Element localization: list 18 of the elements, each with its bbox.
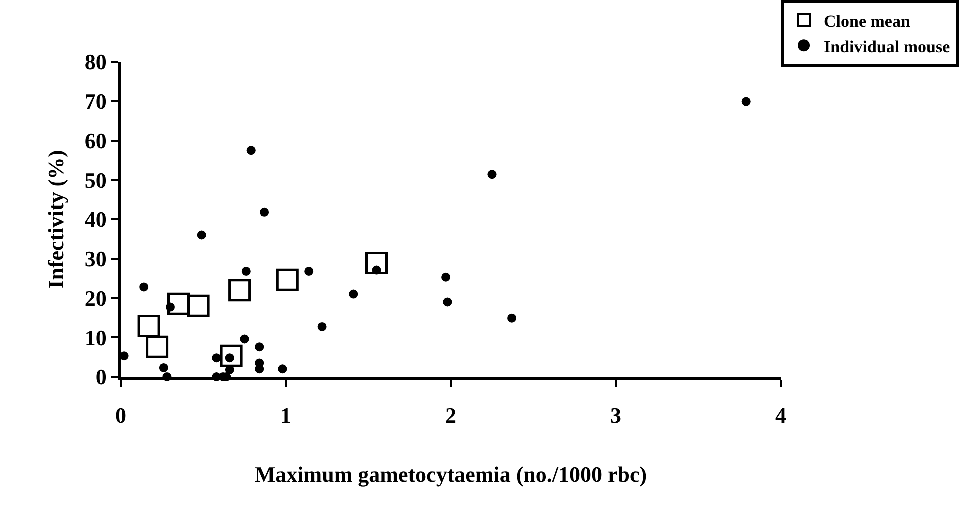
y-tick-label: 60 — [84, 128, 107, 154]
y-tick-label: 20 — [84, 286, 107, 311]
x-axis-title: Maximum gametocytaemia (no./1000 rbc) — [254, 462, 648, 488]
legend-label: Clone mean — [824, 12, 911, 32]
x-tick-label: 0 — [116, 403, 126, 428]
x-tick-label: 1 — [280, 403, 292, 428]
y-tick-label: 40 — [84, 207, 107, 232]
x-tick-label: 2 — [446, 403, 456, 428]
y-tick-label: 10 — [84, 325, 107, 350]
y-axis-title: Infectivity (%) — [44, 150, 69, 289]
y-tick-label: 50 — [84, 168, 107, 193]
y-tick-label: 30 — [84, 246, 107, 272]
legend-label: Individual mouse — [824, 37, 951, 56]
y-tick-label: 80 — [84, 50, 107, 75]
y-tick-label: 0 — [96, 364, 107, 390]
x-tick-label: 3 — [610, 403, 622, 428]
x-tick-label: 4 — [776, 403, 786, 428]
y-tick-label: 70 — [84, 89, 107, 114]
